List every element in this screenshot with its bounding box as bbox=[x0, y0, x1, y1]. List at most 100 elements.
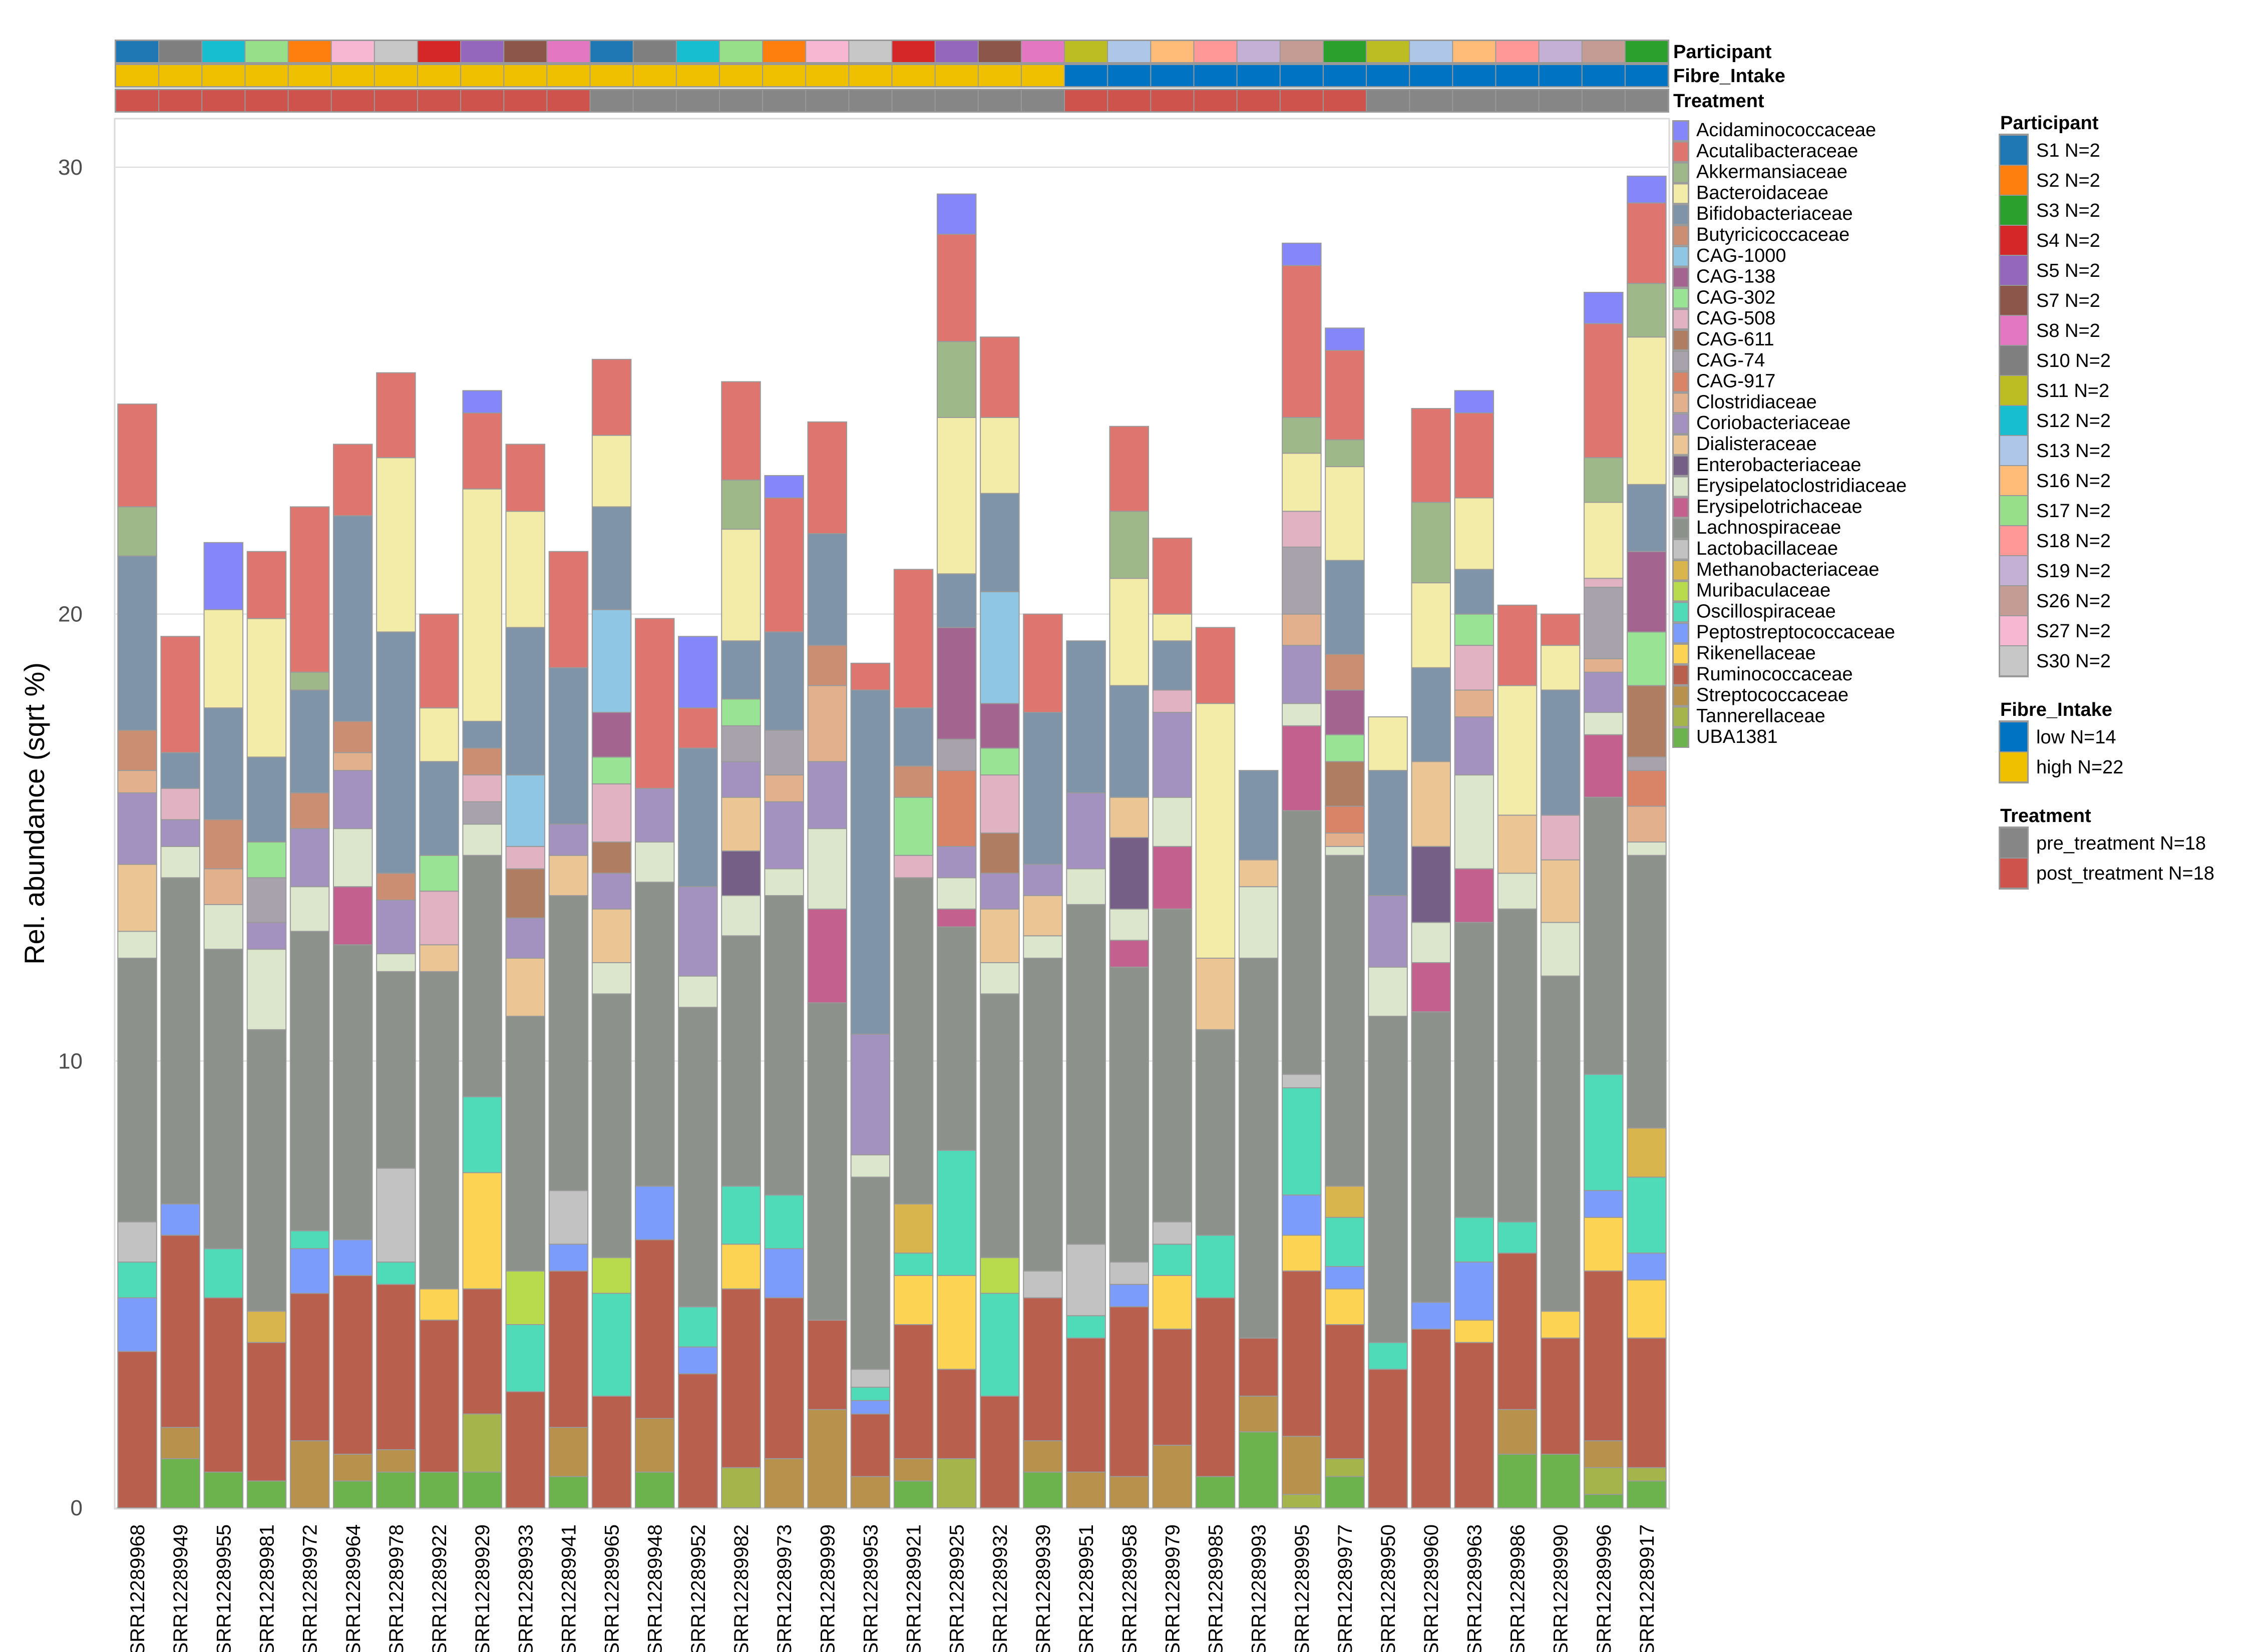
bar-segment-cag-508 bbox=[1152, 689, 1193, 713]
annotation-cell bbox=[418, 65, 461, 86]
legend-swatch bbox=[2000, 752, 2027, 781]
bar-segment-lachnospiraceae bbox=[1152, 908, 1193, 1222]
x-tick-label: SRR12289950 bbox=[1377, 1524, 1399, 1652]
bar-segment-acutalibacteraceae bbox=[678, 707, 718, 749]
bar-segment-streptococcaceae bbox=[807, 1409, 848, 1508]
annotation-cell bbox=[590, 90, 633, 111]
bar-segment-lachnospiraceae bbox=[980, 993, 1020, 1259]
bar-segment-erysipelatoclostridiaceae bbox=[333, 828, 373, 888]
bar-segment-cag-74 bbox=[721, 725, 761, 762]
legend-item-lachnospiraceae: Lachnospiraceae bbox=[1672, 517, 1841, 539]
bar-segment-lachnospiraceae bbox=[1023, 958, 1063, 1272]
legend-swatch bbox=[1674, 393, 1688, 412]
bar-segment-coriobacteriaceae bbox=[505, 917, 546, 959]
bar-segment-dialisteraceae bbox=[1023, 895, 1063, 937]
bar-segment-dialisteraceae bbox=[1238, 859, 1279, 888]
annotation-cell bbox=[935, 90, 978, 111]
bar-segment-coriobacteriaceae bbox=[634, 787, 675, 843]
bar-segment-clostridiaceae bbox=[1325, 833, 1365, 847]
bar-segment-bacteroidaceae bbox=[203, 609, 244, 709]
y-axis: 0 10 20 30 bbox=[58, 155, 83, 1520]
bar-segment-enterobacteriaceae bbox=[1411, 846, 1451, 923]
bar-segment-acidaminococcaceae bbox=[1584, 291, 1624, 324]
legend-title: Participant bbox=[2000, 113, 2099, 134]
legend-label: S5 N=2 bbox=[2036, 260, 2100, 281]
legend-item-enterobacteriaceae: Enterobacteriaceae bbox=[1672, 455, 1861, 476]
x-tick-label: SRR12289951 bbox=[1075, 1524, 1097, 1652]
bar-segment-bacteroidaceae bbox=[1109, 578, 1150, 686]
bar-segment-bifidobacteriaceae bbox=[893, 707, 934, 767]
bar-segment-erysipelatoclostridiaceae bbox=[678, 975, 718, 1008]
bar-segment-coriobacteriaceae bbox=[1368, 895, 1408, 968]
bar-segment-akkermansiaceae bbox=[289, 671, 330, 691]
bar-segment-cag-138 bbox=[980, 703, 1020, 749]
bar-segment-rikenellaceae bbox=[893, 1275, 934, 1326]
bar-segment-butyricicoccaceae bbox=[117, 729, 157, 771]
bar-segment-bifidobacteriaceae bbox=[1368, 770, 1408, 897]
annotation-cell bbox=[1323, 65, 1366, 86]
bar-srr12289917 bbox=[1627, 175, 1667, 1508]
legend-swatch bbox=[1674, 205, 1688, 224]
x-tick-label: SRR12289963 bbox=[1463, 1524, 1485, 1652]
bar-segment-rikenellaceae bbox=[1540, 1311, 1581, 1339]
annotation-cell bbox=[547, 65, 590, 86]
bar-segment-erysipelatoclostridiaceae bbox=[117, 931, 157, 959]
bar-segment-bifidobacteriaceae bbox=[505, 627, 546, 776]
bar-srr12289952 bbox=[678, 636, 718, 1508]
bar-segment-lactobacillaceae bbox=[548, 1190, 589, 1245]
x-tick-label: SRR12289953 bbox=[860, 1524, 882, 1652]
bar-segment-dialisteraceae bbox=[591, 908, 632, 963]
bar-srr12289985 bbox=[1195, 627, 1236, 1509]
bar-segment-ruminococcaceae bbox=[1195, 1297, 1236, 1477]
bar-segment-cag-508 bbox=[980, 774, 1020, 834]
annotation-cell bbox=[1280, 90, 1323, 111]
bar-segment-acutalibacteraceae bbox=[1195, 627, 1236, 704]
legend-swatch bbox=[1674, 603, 1688, 622]
annotation-cell bbox=[1323, 90, 1366, 111]
bar-srr12289963 bbox=[1454, 390, 1494, 1509]
bar-segment-cag-74 bbox=[1627, 756, 1667, 771]
bar-segment-bifidobacteriaceae bbox=[419, 761, 459, 856]
bar-segment-tannerellaceae bbox=[721, 1467, 761, 1508]
bar-segment-rikenellaceae bbox=[721, 1244, 761, 1290]
annotation-cell bbox=[418, 90, 461, 111]
annotation-cell bbox=[374, 90, 417, 111]
bar-segment-bifidobacteriaceae bbox=[203, 707, 244, 820]
legend-label: pre_treatment N=18 bbox=[2036, 833, 2206, 854]
bar-segment-coriobacteriaceae bbox=[1152, 712, 1193, 798]
bar-segment-lactobacillaceae bbox=[117, 1221, 157, 1263]
bar-segment-butyricicoccaceae bbox=[462, 747, 502, 776]
bar-segment-erysipelotrichaceae bbox=[1109, 940, 1150, 968]
bar-segment-bifidobacteriaceae bbox=[1454, 569, 1494, 615]
bar-segment-ruminococcaceae bbox=[117, 1351, 157, 1508]
legend-item-bifidobacteriaceae: Bifidobacteriaceae bbox=[1672, 203, 1853, 225]
annotation-cell bbox=[547, 41, 590, 62]
annotation-cell bbox=[676, 65, 719, 86]
annotation-cell bbox=[849, 90, 892, 111]
bar-segment-clostridiaceae bbox=[203, 868, 244, 905]
y-tick-label: 0 bbox=[71, 1496, 83, 1520]
legend-label: UBA1381 bbox=[1696, 726, 1778, 747]
bar-segment-bacteroidaceae bbox=[246, 618, 287, 758]
bar-segment-dialisteraceae bbox=[1540, 859, 1581, 923]
y-tick-label: 30 bbox=[58, 155, 83, 180]
bar-segment-dialisteraceae bbox=[1411, 761, 1451, 847]
legend-swatch bbox=[2000, 376, 2027, 405]
bar-segment-peptostreptococcaceae bbox=[678, 1346, 718, 1375]
bar-srr12289921 bbox=[893, 569, 934, 1508]
annotation-cell bbox=[461, 41, 504, 62]
legend-swatch bbox=[2000, 136, 2027, 165]
bar-srr12289964 bbox=[333, 444, 373, 1508]
legend-title: Fibre_Intake bbox=[2000, 699, 2112, 720]
legend-label: Enterobacteriaceae bbox=[1696, 455, 1861, 476]
bar-segment-ruminococcaceae bbox=[936, 1369, 977, 1459]
bar-segment-cag-138 bbox=[1325, 689, 1365, 735]
bar-segment-akkermansiaceae bbox=[1584, 457, 1624, 503]
bar-segment-bifidobacteriaceae bbox=[980, 493, 1020, 593]
bar-segment-oscillospiraceae bbox=[850, 1386, 891, 1401]
legend-item-rikenellaceae: Rikenellaceae bbox=[1672, 643, 1816, 664]
bar-segment-peptostreptococcaceae bbox=[289, 1248, 330, 1294]
bar-segment-erysipelatoclostridiaceae bbox=[1368, 966, 1408, 1017]
legend-label: Clostridiaceae bbox=[1696, 391, 1817, 412]
